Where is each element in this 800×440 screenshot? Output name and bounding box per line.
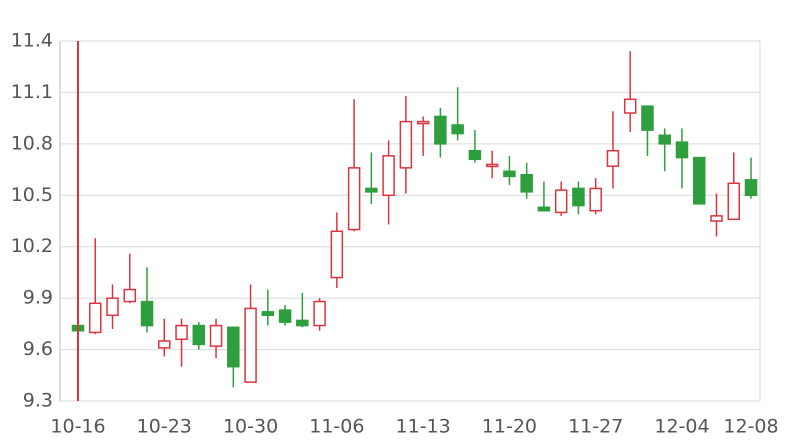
- x-tick-label: 11-20: [482, 416, 537, 438]
- candle-body: [416, 120, 430, 125]
- candle-body: [209, 324, 223, 347]
- candle-body: [261, 311, 275, 317]
- candle-body: [503, 170, 516, 178]
- candle-body: [468, 149, 482, 161]
- candle-body: [658, 134, 671, 145]
- y-tick-label: 9.9: [23, 287, 53, 309]
- y-tick-label: 11.4: [11, 30, 53, 52]
- candle-body: [537, 206, 551, 212]
- candle-body: [296, 319, 309, 327]
- grid: [60, 40, 760, 402]
- candle-body: [554, 189, 568, 214]
- x-tick-label: 10-23: [137, 416, 192, 438]
- y-tick-label: 9.6: [23, 338, 53, 360]
- candle-body: [744, 179, 758, 197]
- candle-body: [641, 105, 654, 131]
- x-tick-label: 10-30: [223, 416, 278, 438]
- candle-body: [589, 187, 602, 212]
- candle-body: [365, 187, 378, 193]
- candle-body: [330, 230, 344, 279]
- x-tick-label: 10-16: [50, 416, 105, 438]
- candle-body: [727, 182, 740, 221]
- x-tick-label: 12-08: [723, 416, 778, 438]
- candle-body: [140, 300, 154, 327]
- candle-body: [158, 340, 171, 349]
- y-tick-label: 9.3: [23, 390, 53, 412]
- candle-body: [520, 173, 533, 193]
- x-tick-label: 11-13: [396, 416, 451, 438]
- candle-body: [106, 297, 119, 317]
- candle-body: [175, 324, 188, 341]
- candle-body: [710, 215, 723, 222]
- candle-body: [244, 307, 257, 383]
- candle-body: [485, 163, 499, 168]
- y-tick-label: 10.5: [11, 184, 53, 206]
- y-tick-label: 10.8: [11, 132, 53, 154]
- candle-body: [434, 115, 447, 145]
- candle-body: [623, 98, 637, 114]
- x-tick-label: 12-04: [654, 416, 709, 438]
- y-tick-label: 11.1: [11, 81, 53, 103]
- candle-body: [278, 309, 292, 323]
- candle-body: [675, 141, 689, 159]
- candle-body: [123, 288, 137, 303]
- candle-body: [382, 155, 395, 197]
- candles: [71, 51, 758, 388]
- x-tick-label: 11-06: [309, 416, 364, 438]
- candle-body: [692, 156, 706, 205]
- candle-body: [227, 326, 240, 368]
- candle-body: [347, 167, 361, 231]
- candle-body: [606, 149, 620, 167]
- candle-body: [313, 300, 326, 327]
- candle-body: [399, 120, 413, 169]
- candle-body: [572, 187, 585, 207]
- x-tick-label: 11-27: [568, 416, 623, 438]
- candle-body: [451, 124, 464, 135]
- y-tick-label: 10.2: [11, 235, 53, 257]
- candle-body: [192, 324, 206, 346]
- candle-body: [89, 302, 102, 334]
